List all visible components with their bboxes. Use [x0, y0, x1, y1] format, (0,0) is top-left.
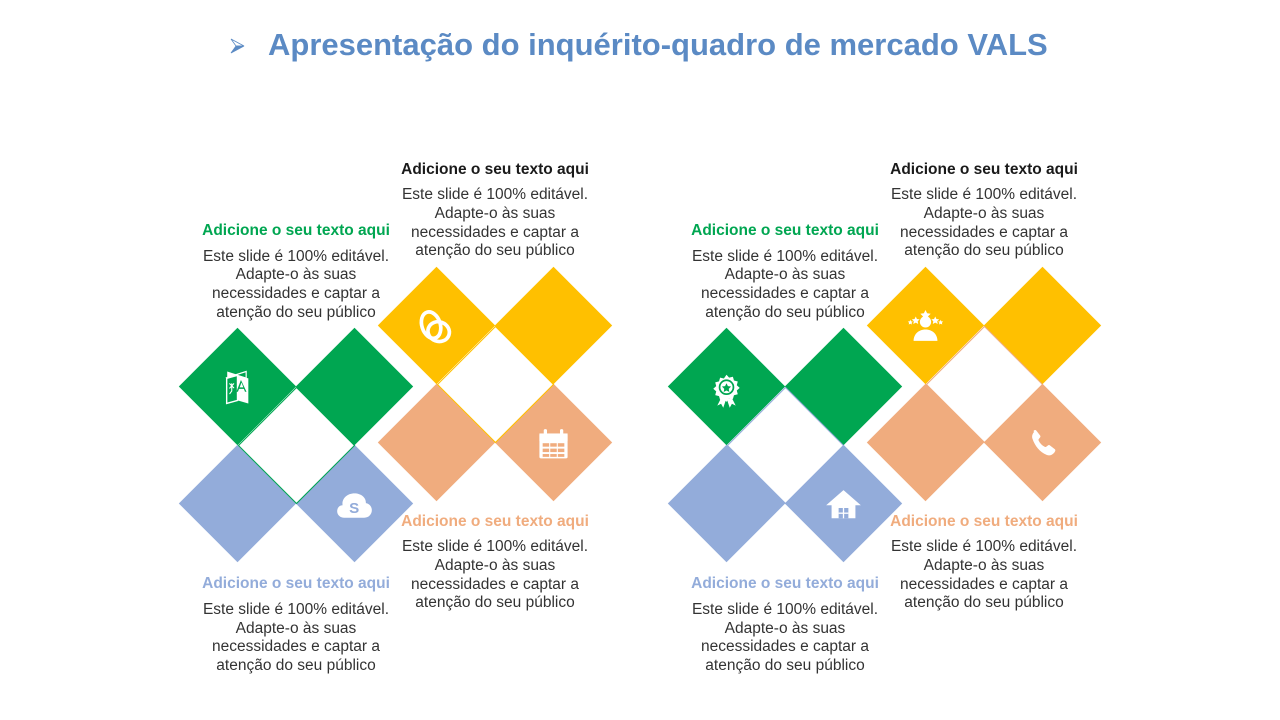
svg-text:S: S	[349, 499, 359, 516]
